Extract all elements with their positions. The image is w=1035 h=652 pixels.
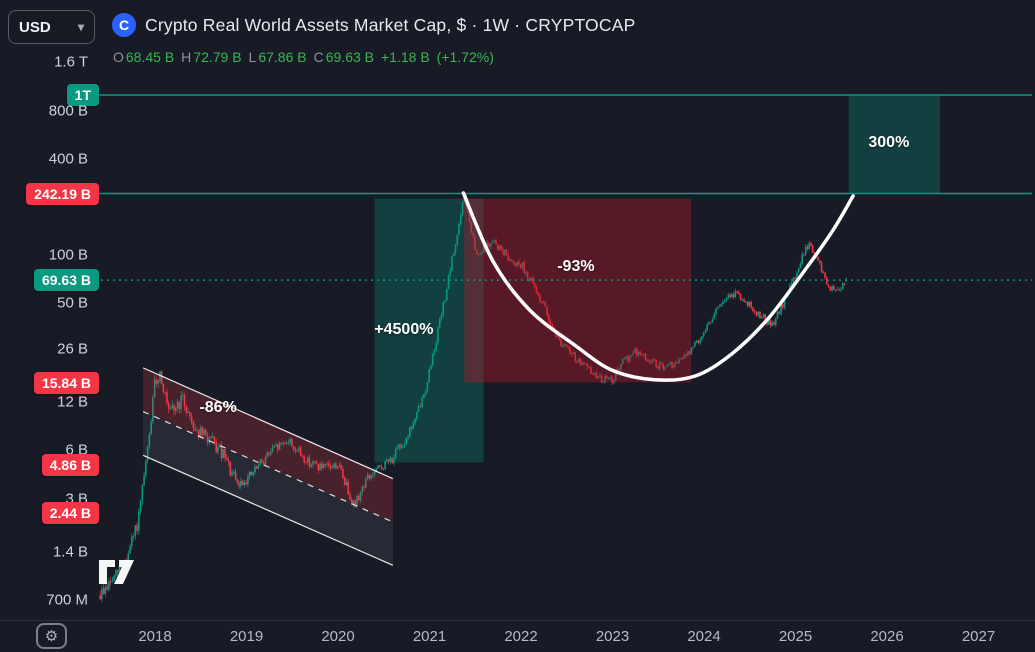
time-tick: 2018 xyxy=(138,628,172,645)
annotation-label[interactable]: +4500% xyxy=(374,320,434,338)
target-box-drawing[interactable] xyxy=(848,95,941,194)
chevron-down-icon: ▾ xyxy=(77,20,84,34)
time-tick: 2026 xyxy=(870,628,904,645)
price-tick: 400 B xyxy=(48,150,88,168)
ohlc-close-label: C xyxy=(313,49,324,65)
change-value: +1.18 B xyxy=(381,49,430,65)
time-tick: 2022 xyxy=(504,628,538,645)
price-tick: 12 B xyxy=(57,393,88,411)
change-percent: (+1.72%) xyxy=(436,49,494,65)
price-tick: 100 B xyxy=(48,246,88,264)
ohlc-close-value: 69.63 B xyxy=(325,49,374,65)
price-badge: 15.84 B xyxy=(33,372,99,395)
time-tick: 2023 xyxy=(595,628,630,645)
gear-icon: ⚙ xyxy=(44,626,59,645)
price-tick: 1.4 B xyxy=(52,543,88,561)
ohlc-close: C 69.63 B xyxy=(314,49,374,65)
ohlc-high-value: 72.79 B xyxy=(193,49,242,65)
time-tick: 2027 xyxy=(961,628,996,645)
annotation-label[interactable]: -93% xyxy=(557,258,595,276)
settings-button[interactable]: ⚙ xyxy=(36,623,67,649)
price-tick: 50 B xyxy=(57,294,88,312)
descending-channel-drawing[interactable] xyxy=(142,367,394,566)
recovery-curve-drawing[interactable] xyxy=(461,191,855,382)
time-tick: 2021 xyxy=(412,628,447,645)
time-tick: 2025 xyxy=(778,628,813,645)
price-badge: 2.44 B xyxy=(41,502,99,525)
price-axis[interactable]: 1.6 T 1T 800 B 400 B 242.19 B 100 B 69.63 B 50 … xyxy=(0,0,104,620)
drawing-annotations-layer: -86% +4500% -93% 300% xyxy=(199,134,910,417)
time-axis[interactable]: 2018 2019 2020 2021 2022 2023 2024 2025 2026 2027 xyxy=(0,620,1035,652)
cryptocap-logo-icon: C xyxy=(112,13,136,37)
symbol-title[interactable]: Crypto Real World Assets Market Cap, $ ·… xyxy=(145,14,636,35)
ohlc-row: O 68.45 B H 72.79 B L 67.86 B C 69.63 B … xyxy=(113,49,494,65)
ohlc-low: L 67.86 B xyxy=(249,49,307,65)
currency-value: USD xyxy=(19,18,51,36)
ohlc-low-value: 67.86 B xyxy=(258,49,307,65)
price-badge: 69.63 B xyxy=(33,269,99,292)
candles xyxy=(99,194,847,603)
gain-box-drawing[interactable] xyxy=(374,198,484,463)
price-badge: 1T xyxy=(66,84,99,106)
annotation-label[interactable]: -86% xyxy=(199,399,237,417)
annotation-label[interactable]: 300% xyxy=(868,134,910,152)
ohlc-low-label: L xyxy=(248,49,257,65)
symbol-header: C Crypto Real World Assets Market Cap, $… xyxy=(112,13,635,37)
ohlc-high-label: H xyxy=(181,49,192,65)
ohlc-high: H 72.79 B xyxy=(181,49,241,65)
loss-box-drawing[interactable] xyxy=(464,198,692,383)
time-tick: 2020 xyxy=(321,628,355,645)
currency-selector[interactable]: USD ▾ xyxy=(8,10,95,44)
time-tick: 2024 xyxy=(687,628,721,645)
ohlc-open-label: O xyxy=(113,49,124,65)
price-tick: 26 B xyxy=(57,340,88,358)
tradingview-logo xyxy=(97,556,137,593)
price-badge: 242.19 B xyxy=(26,182,99,205)
price-chart-canvas[interactable] xyxy=(0,0,1035,620)
price-tick: 800 B xyxy=(48,102,88,119)
price-tick: 700 M xyxy=(46,591,88,609)
ohlc-open-value: 68.45 B xyxy=(125,49,175,65)
time-tick: 2019 xyxy=(229,628,264,645)
price-tick: 1.6 T xyxy=(54,53,88,71)
price-badge: 4.86 B xyxy=(41,454,99,477)
ohlc-open: O 68.45 B xyxy=(113,49,174,65)
